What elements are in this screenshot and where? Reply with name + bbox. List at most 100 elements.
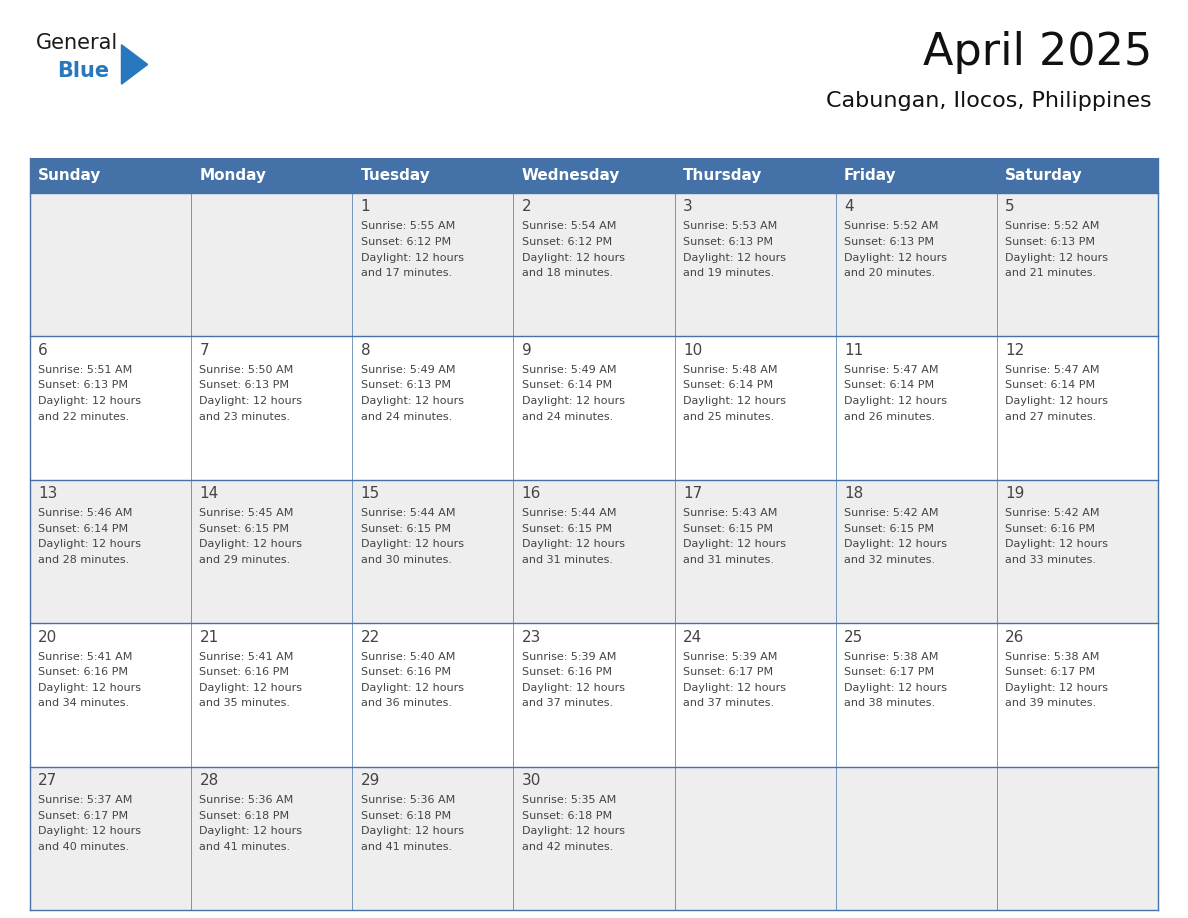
Text: 26: 26 bbox=[1005, 630, 1024, 644]
Text: Daylight: 12 hours: Daylight: 12 hours bbox=[843, 252, 947, 263]
Text: 6: 6 bbox=[38, 342, 48, 358]
Text: 15: 15 bbox=[361, 487, 380, 501]
Polygon shape bbox=[121, 45, 147, 84]
Text: Daylight: 12 hours: Daylight: 12 hours bbox=[522, 540, 625, 550]
Text: and 34 minutes.: and 34 minutes. bbox=[38, 699, 129, 709]
Text: 8: 8 bbox=[361, 342, 371, 358]
Text: 11: 11 bbox=[843, 342, 864, 358]
Text: Sunrise: 5:44 AM: Sunrise: 5:44 AM bbox=[361, 509, 455, 519]
Text: and 24 minutes.: and 24 minutes. bbox=[522, 411, 613, 421]
Text: 9: 9 bbox=[522, 342, 531, 358]
Text: Daylight: 12 hours: Daylight: 12 hours bbox=[200, 826, 303, 836]
Text: Daylight: 12 hours: Daylight: 12 hours bbox=[361, 826, 463, 836]
Text: Daylight: 12 hours: Daylight: 12 hours bbox=[683, 396, 786, 406]
Text: Daylight: 12 hours: Daylight: 12 hours bbox=[200, 683, 303, 693]
Text: and 21 minutes.: and 21 minutes. bbox=[1005, 268, 1097, 278]
Text: 19: 19 bbox=[1005, 487, 1024, 501]
Text: and 29 minutes.: and 29 minutes. bbox=[200, 555, 291, 565]
Text: Sunset: 6:15 PM: Sunset: 6:15 PM bbox=[843, 524, 934, 534]
Text: and 31 minutes.: and 31 minutes. bbox=[522, 555, 613, 565]
Text: Sunrise: 5:38 AM: Sunrise: 5:38 AM bbox=[1005, 652, 1100, 662]
Text: Sunrise: 5:36 AM: Sunrise: 5:36 AM bbox=[200, 795, 293, 805]
Text: 23: 23 bbox=[522, 630, 541, 644]
Text: and 30 minutes.: and 30 minutes. bbox=[361, 555, 451, 565]
Text: Sunset: 6:13 PM: Sunset: 6:13 PM bbox=[38, 380, 128, 390]
Text: Sunrise: 5:44 AM: Sunrise: 5:44 AM bbox=[522, 509, 617, 519]
Text: 27: 27 bbox=[38, 773, 57, 788]
Text: Sunrise: 5:54 AM: Sunrise: 5:54 AM bbox=[522, 221, 617, 231]
Text: Sunset: 6:14 PM: Sunset: 6:14 PM bbox=[683, 380, 773, 390]
Text: Sunset: 6:16 PM: Sunset: 6:16 PM bbox=[361, 667, 450, 677]
Text: Sunset: 6:16 PM: Sunset: 6:16 PM bbox=[38, 667, 128, 677]
Text: 16: 16 bbox=[522, 487, 541, 501]
Text: Sunrise: 5:37 AM: Sunrise: 5:37 AM bbox=[38, 795, 133, 805]
Text: Daylight: 12 hours: Daylight: 12 hours bbox=[522, 252, 625, 263]
Text: Sunset: 6:18 PM: Sunset: 6:18 PM bbox=[522, 811, 612, 821]
Text: Sunset: 6:14 PM: Sunset: 6:14 PM bbox=[843, 380, 934, 390]
Text: and 28 minutes.: and 28 minutes. bbox=[38, 555, 129, 565]
Text: Sunrise: 5:52 AM: Sunrise: 5:52 AM bbox=[843, 221, 939, 231]
Text: and 37 minutes.: and 37 minutes. bbox=[522, 699, 613, 709]
Text: Sunset: 6:14 PM: Sunset: 6:14 PM bbox=[1005, 380, 1095, 390]
Bar bbox=[30, 193, 1158, 336]
Text: Daylight: 12 hours: Daylight: 12 hours bbox=[522, 396, 625, 406]
Bar bbox=[30, 623, 1158, 767]
Text: 21: 21 bbox=[200, 630, 219, 644]
Text: Sunset: 6:16 PM: Sunset: 6:16 PM bbox=[1005, 524, 1095, 534]
Text: Daylight: 12 hours: Daylight: 12 hours bbox=[361, 396, 463, 406]
Text: 10: 10 bbox=[683, 342, 702, 358]
Text: Sunset: 6:17 PM: Sunset: 6:17 PM bbox=[843, 667, 934, 677]
Text: and 36 minutes.: and 36 minutes. bbox=[361, 699, 451, 709]
Text: April 2025: April 2025 bbox=[923, 31, 1152, 74]
Text: Sunset: 6:13 PM: Sunset: 6:13 PM bbox=[843, 237, 934, 247]
Text: and 37 minutes.: and 37 minutes. bbox=[683, 699, 775, 709]
Text: 25: 25 bbox=[843, 630, 864, 644]
Text: 12: 12 bbox=[1005, 342, 1024, 358]
Text: Wednesday: Wednesday bbox=[522, 168, 620, 183]
Text: 28: 28 bbox=[200, 773, 219, 788]
Text: and 25 minutes.: and 25 minutes. bbox=[683, 411, 775, 421]
Text: Sunrise: 5:49 AM: Sunrise: 5:49 AM bbox=[361, 364, 455, 375]
Text: Daylight: 12 hours: Daylight: 12 hours bbox=[843, 540, 947, 550]
Text: Blue: Blue bbox=[57, 61, 109, 81]
Text: Sunrise: 5:42 AM: Sunrise: 5:42 AM bbox=[843, 509, 939, 519]
Text: 30: 30 bbox=[522, 773, 541, 788]
Text: 22: 22 bbox=[361, 630, 380, 644]
Text: and 42 minutes.: and 42 minutes. bbox=[522, 842, 613, 852]
Text: Daylight: 12 hours: Daylight: 12 hours bbox=[683, 683, 786, 693]
Text: Daylight: 12 hours: Daylight: 12 hours bbox=[200, 396, 303, 406]
Text: Daylight: 12 hours: Daylight: 12 hours bbox=[38, 396, 141, 406]
Text: 29: 29 bbox=[361, 773, 380, 788]
Text: Sunset: 6:15 PM: Sunset: 6:15 PM bbox=[200, 524, 290, 534]
Text: Sunset: 6:17 PM: Sunset: 6:17 PM bbox=[683, 667, 773, 677]
Text: and 33 minutes.: and 33 minutes. bbox=[1005, 555, 1097, 565]
Text: Sunrise: 5:39 AM: Sunrise: 5:39 AM bbox=[683, 652, 777, 662]
Text: Daylight: 12 hours: Daylight: 12 hours bbox=[843, 683, 947, 693]
Text: 3: 3 bbox=[683, 199, 693, 215]
Text: Sunrise: 5:51 AM: Sunrise: 5:51 AM bbox=[38, 364, 133, 375]
Text: 1: 1 bbox=[361, 199, 371, 215]
Text: 14: 14 bbox=[200, 487, 219, 501]
Bar bbox=[30, 336, 1158, 480]
Text: Sunrise: 5:42 AM: Sunrise: 5:42 AM bbox=[1005, 509, 1100, 519]
Text: Sunset: 6:18 PM: Sunset: 6:18 PM bbox=[200, 811, 290, 821]
Text: and 27 minutes.: and 27 minutes. bbox=[1005, 411, 1097, 421]
Text: Saturday: Saturday bbox=[1005, 168, 1083, 183]
Text: Daylight: 12 hours: Daylight: 12 hours bbox=[1005, 396, 1108, 406]
Text: Cabungan, Ilocos, Philippines: Cabungan, Ilocos, Philippines bbox=[827, 91, 1152, 111]
Text: 24: 24 bbox=[683, 630, 702, 644]
Text: and 20 minutes.: and 20 minutes. bbox=[843, 268, 935, 278]
Text: Sunrise: 5:47 AM: Sunrise: 5:47 AM bbox=[843, 364, 939, 375]
Text: Sunset: 6:18 PM: Sunset: 6:18 PM bbox=[361, 811, 450, 821]
Text: Sunrise: 5:41 AM: Sunrise: 5:41 AM bbox=[200, 652, 293, 662]
Text: Sunset: 6:14 PM: Sunset: 6:14 PM bbox=[38, 524, 128, 534]
Text: Sunrise: 5:48 AM: Sunrise: 5:48 AM bbox=[683, 364, 777, 375]
Text: Sunset: 6:15 PM: Sunset: 6:15 PM bbox=[683, 524, 773, 534]
Text: and 17 minutes.: and 17 minutes. bbox=[361, 268, 451, 278]
Text: and 22 minutes.: and 22 minutes. bbox=[38, 411, 129, 421]
Text: Daylight: 12 hours: Daylight: 12 hours bbox=[522, 826, 625, 836]
Bar bbox=[30, 158, 1158, 193]
Text: Sunrise: 5:52 AM: Sunrise: 5:52 AM bbox=[1005, 221, 1100, 231]
Text: Sunrise: 5:36 AM: Sunrise: 5:36 AM bbox=[361, 795, 455, 805]
Text: Thursday: Thursday bbox=[683, 168, 763, 183]
